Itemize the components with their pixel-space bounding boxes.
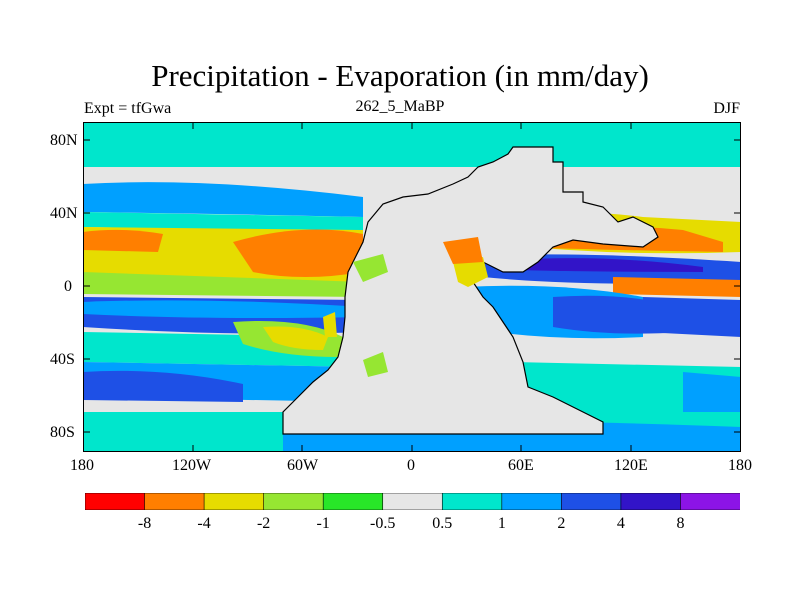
lat-label-40n: 40N — [50, 205, 78, 222]
lon-label-60e: 60E — [508, 457, 534, 474]
contour-north-orange — [233, 229, 363, 277]
colorbar-swatch-9 — [620, 493, 682, 510]
contour-north-blue — [83, 182, 363, 217]
time-label: 262_5_MaBP — [355, 98, 445, 115]
lon-label-180e: 180 — [728, 457, 752, 474]
lon-label-60w: 60W — [287, 457, 319, 474]
plot-title: Precipitation - Evaporation (in mm/day) — [151, 58, 649, 93]
contour-south-lightblue — [83, 300, 363, 318]
map-ticks — [83, 122, 741, 452]
colorbar-swatch-5 — [382, 493, 444, 510]
colorbar-label-5: 0.5 — [432, 515, 453, 532]
lat-label-80n: 80N — [50, 132, 78, 149]
land-yellow-1 — [453, 257, 488, 287]
colorbar-swatch-7 — [501, 493, 563, 510]
lat-label-40s: 40S — [50, 351, 75, 368]
lon-label-120e: 120E — [614, 457, 648, 474]
contour-equator-green — [83, 272, 363, 297]
season-label: DJF — [713, 100, 740, 117]
lat-label-80s: 80S — [50, 424, 75, 441]
colorbar-label-2: -2 — [256, 515, 271, 532]
colorbar-label-8: 4 — [616, 515, 625, 532]
lat-label-0: 0 — [64, 278, 72, 295]
contour-arctic-gap — [83, 167, 741, 187]
colorbar-swatch-0 — [85, 493, 146, 510]
colorbar-label-9: 8 — [676, 515, 685, 532]
colorbar-label-3: -1 — [316, 515, 330, 532]
map-panel — [83, 122, 741, 452]
experiment-label: Expt = tfGwa — [84, 100, 172, 117]
contour-south-yellow — [263, 326, 328, 350]
contour-north-cyan — [83, 212, 363, 232]
colorbar-label-0: -8 — [137, 515, 152, 532]
contour-equator-deep — [513, 258, 703, 272]
map-frame — [83, 122, 741, 452]
colorbar-swatch-3 — [263, 493, 324, 510]
colorbar-swatch-4 — [322, 493, 384, 510]
colorbar-swatch-1 — [144, 493, 205, 510]
contour-south-far-east — [643, 297, 741, 337]
colorbar-swatch-2 — [203, 493, 265, 510]
colorbar-label-4: -0.5 — [370, 515, 396, 532]
land-green-2 — [363, 352, 388, 377]
land-yellow-2 — [323, 312, 337, 337]
colorbar-label-1: -4 — [197, 515, 211, 532]
colorbar-label-6: 1 — [497, 515, 506, 532]
contour-north-orange-west — [83, 229, 163, 252]
colorbar-label-7: 2 — [557, 515, 566, 532]
land-green-1 — [353, 254, 388, 282]
contour-south-deep-west — [83, 370, 243, 402]
lon-label-180w: 180 — [70, 457, 94, 474]
colorbar-swatch-10 — [680, 493, 740, 510]
colorbar — [85, 493, 740, 510]
colorbar-swatch-8 — [561, 493, 622, 510]
colorbar-swatch-6 — [441, 493, 503, 510]
contour-southeast-blue — [683, 372, 741, 422]
land-orange-1 — [443, 237, 483, 264]
map-canvas — [83, 122, 741, 452]
lon-label-0: 0 — [407, 457, 415, 474]
field-contours — [83, 122, 741, 452]
lon-label-120w: 120W — [172, 457, 212, 474]
contour-east-south-orange — [613, 277, 741, 297]
contour-arctic — [83, 122, 741, 167]
